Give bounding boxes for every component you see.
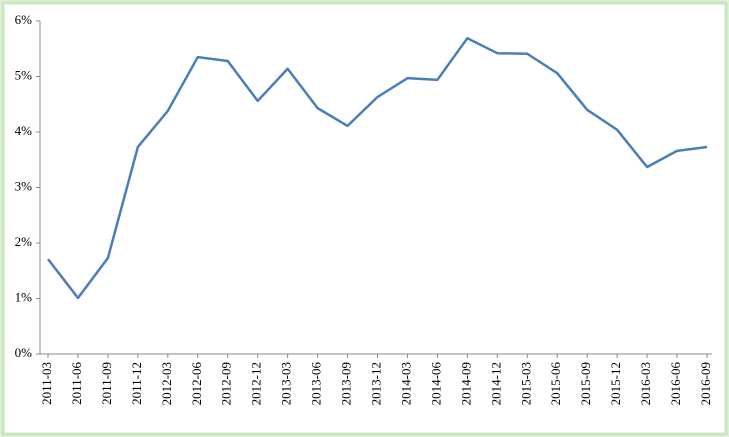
x-tick-label: 2012-03 bbox=[159, 362, 174, 405]
x-tick-label: 2014-09 bbox=[458, 362, 473, 405]
x-tick-label: 2011-09 bbox=[99, 362, 114, 405]
y-tick-label: 3% bbox=[15, 178, 33, 193]
x-tick-label: 2013-12 bbox=[368, 362, 383, 405]
y-tick-label: 4% bbox=[15, 123, 33, 138]
y-tick-label: 2% bbox=[15, 234, 33, 249]
x-tick-label: 2014-03 bbox=[398, 362, 413, 405]
x-tick-label: 2013-03 bbox=[279, 362, 294, 405]
y-tick-label: 0% bbox=[15, 345, 33, 360]
x-tick-label: 2014-12 bbox=[488, 362, 503, 405]
x-tick-label: 2016-06 bbox=[668, 362, 683, 406]
x-tick-label: 2013-09 bbox=[339, 362, 354, 405]
x-tick-label: 2011-06 bbox=[69, 362, 84, 405]
x-tick-label: 2012-09 bbox=[219, 362, 234, 405]
x-tick-label: 2016-09 bbox=[698, 362, 713, 405]
x-tick-label: 2016-03 bbox=[638, 362, 653, 405]
y-tick-label: 1% bbox=[15, 289, 33, 304]
x-tick-label: 2012-06 bbox=[189, 362, 204, 406]
y-tick-label: 6% bbox=[15, 12, 33, 27]
x-tick-label: 2015-12 bbox=[608, 362, 623, 405]
x-tick-label: 2011-12 bbox=[129, 362, 144, 405]
data-line bbox=[47, 36, 708, 300]
x-tick-label: 2015-06 bbox=[548, 362, 563, 406]
x-tick-label: 2015-03 bbox=[518, 362, 533, 405]
x-tick-label: 2015-09 bbox=[578, 362, 593, 405]
x-tick-label: 2012-12 bbox=[249, 362, 264, 405]
x-tick-label: 2014-06 bbox=[428, 362, 443, 406]
y-tick-label: 5% bbox=[15, 67, 33, 82]
x-tick-label: 2011-03 bbox=[39, 362, 54, 405]
x-tick-label: 2013-06 bbox=[309, 362, 324, 406]
